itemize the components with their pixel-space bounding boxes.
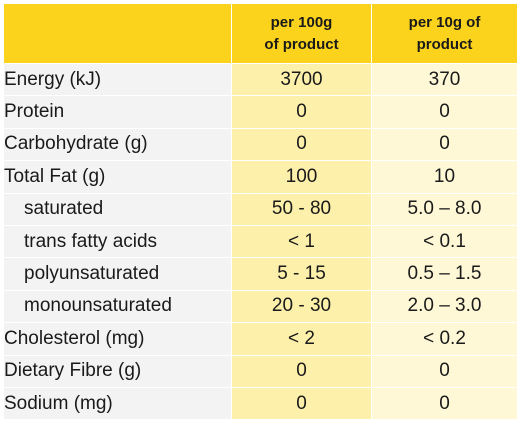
table-row: Sodium (mg) 0 0 [3,386,518,421]
table-row: Cholesterol (mg) < 2 < 0.2 [3,322,518,356]
nutrient-name: polyunsaturated [3,257,232,291]
value-per-10g: 2.0 – 3.0 [371,289,518,324]
value-per-100g: 0 [231,95,372,129]
nutrient-name: Carbohydrate (g) [3,127,232,162]
value-per-10g: 0 [371,95,518,129]
value-per-100g: < 1 [231,224,372,259]
value-per-100g: 20 - 30 [231,289,372,324]
nutrient-name: Energy (kJ) [3,62,232,97]
table-row: Dietary Fibre (g) 0 0 [3,354,518,388]
value-per-10g: < 0.1 [371,224,518,259]
nutrient-name: Total Fat (g) [3,160,232,194]
table-row: polyunsaturated 5 - 15 0.5 – 1.5 [3,257,518,291]
value-per-10g: 0 [371,354,518,388]
header-per-100g: per 100g of product [231,3,372,64]
value-per-10g: 0.5 – 1.5 [371,257,518,291]
table-row: Protein 0 0 [3,95,518,129]
value-per-10g: 370 [371,62,518,97]
nutrient-name: Sodium (mg) [3,386,232,421]
value-per-100g: 0 [231,386,372,421]
value-per-100g: 0 [231,127,372,162]
table-row: Total Fat (g) 100 10 [3,160,518,194]
header-per-10g-line1: per 10g of [408,13,481,31]
nutrition-table: per 100g of product per 10g of product E… [3,3,518,421]
value-per-100g: 50 - 80 [231,192,372,226]
value-per-100g: 5 - 15 [231,257,372,291]
value-per-100g: 100 [231,160,372,194]
nutrient-name: saturated [3,192,232,226]
value-per-10g: 0 [371,127,518,162]
nutrient-name: Protein [3,95,232,129]
value-per-10g: 10 [371,160,518,194]
nutrient-name: trans fatty acids [3,224,232,259]
table-row: trans fatty acids < 1 < 0.1 [3,224,518,259]
header-corner-cell [3,3,232,64]
header-per-100g-line1: per 100g [270,13,333,31]
table-row: monounsaturated 20 - 30 2.0 – 3.0 [3,289,518,324]
value-per-100g: 3700 [231,62,372,97]
table-row: saturated 50 - 80 5.0 – 8.0 [3,192,518,226]
table-row: Carbohydrate (g) 0 0 [3,127,518,162]
header-per-10g: per 10g of product [371,3,518,64]
nutrient-name: Cholesterol (mg) [3,322,232,356]
value-per-10g: < 0.2 [371,322,518,356]
table-row: Energy (kJ) 3700 370 [3,62,518,97]
header-row: per 100g of product per 10g of product [3,3,518,64]
nutrient-name: monounsaturated [3,289,232,324]
value-per-10g: 5.0 – 8.0 [371,192,518,226]
value-per-100g: < 2 [231,322,372,356]
nutrient-name: Dietary Fibre (g) [3,354,232,388]
header-per-10g-line2: product [416,35,473,53]
header-per-100g-line2: of product [264,35,339,53]
value-per-100g: 0 [231,354,372,388]
value-per-10g: 0 [371,386,518,421]
